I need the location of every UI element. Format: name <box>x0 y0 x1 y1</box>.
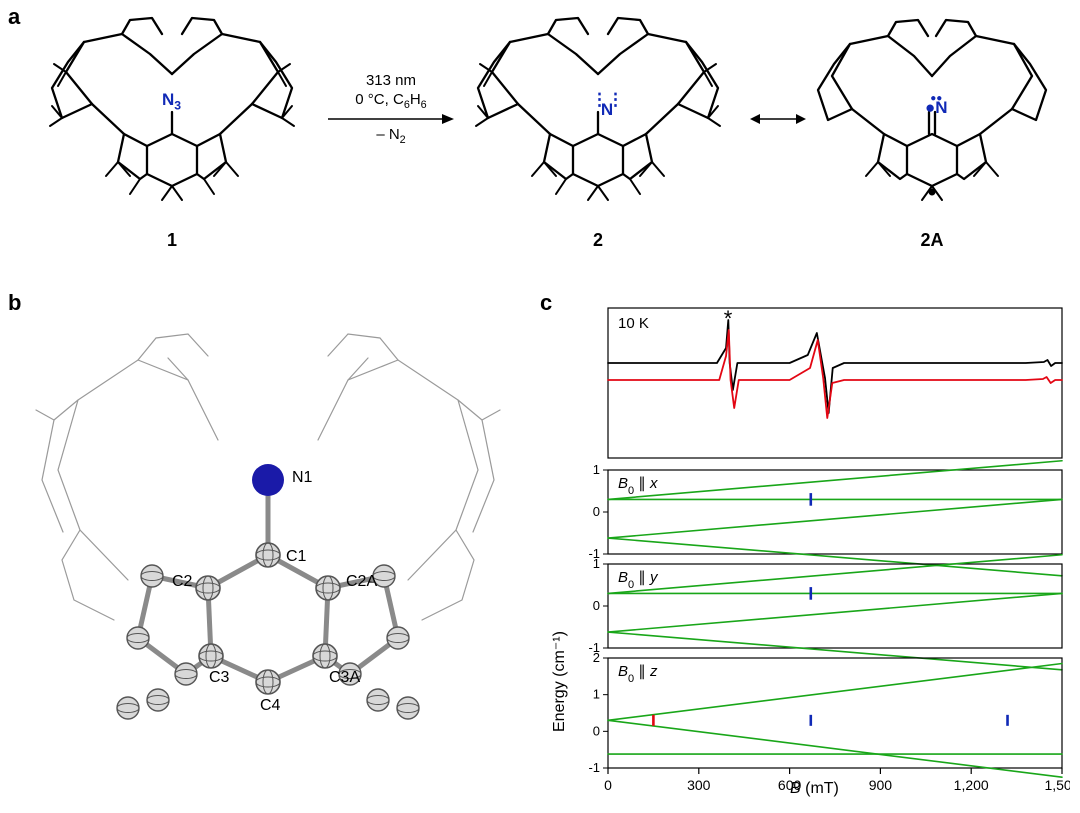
arrow-line2a: 0 °C, C <box>355 91 404 108</box>
svg-text:1,200: 1,200 <box>954 777 989 793</box>
svg-text:C1: C1 <box>286 548 307 565</box>
svg-text:*: * <box>724 306 733 331</box>
panel-label-b: b <box>8 290 21 316</box>
arrow-line2-sub2: 6 <box>421 99 427 111</box>
svg-text:2: 2 <box>593 650 600 665</box>
svg-text:0: 0 <box>593 598 600 613</box>
molecule-2a: 2A ●● ●N <box>792 14 1072 251</box>
epr-panel: Energy (cm⁻¹) 10 K*10-1B0 ∥ x10-1B0 ∥ y2… <box>560 302 1070 802</box>
molecule-2: 2 ⋮⋮ N <box>448 14 748 251</box>
svg-text:0: 0 <box>593 723 600 738</box>
molecule-1: 1 N3 <box>22 14 322 251</box>
svg-text:N1: N1 <box>292 469 313 486</box>
arrow-line1: 313 nm <box>366 72 416 89</box>
svg-text:1: 1 <box>593 687 600 702</box>
svg-text:C3A: C3A <box>329 669 360 686</box>
arrow-line2b: H <box>410 91 421 108</box>
label-compound-2a: 2A <box>792 230 1072 251</box>
svg-text:C4: C4 <box>260 697 281 714</box>
xrd-panel: N1 C1 C2 C2A C3 C3A C4 <box>18 320 518 760</box>
label-compound-1: 1 <box>22 230 322 251</box>
svg-text:1,500: 1,500 <box>1044 777 1070 793</box>
svg-text:300: 300 <box>687 777 711 793</box>
panel-label-a: a <box>8 4 20 30</box>
svg-text:C2A: C2A <box>346 573 377 590</box>
svg-text:1: 1 <box>593 462 600 477</box>
svg-text:0: 0 <box>604 777 612 793</box>
panel-label-c: c <box>540 290 552 316</box>
svg-text:C2: C2 <box>172 573 193 590</box>
svg-text:B0 ∥ y: B0 ∥ y <box>618 569 659 591</box>
svg-text:900: 900 <box>869 777 893 793</box>
arrow-svg <box>326 112 456 126</box>
n-label-2a: ●● ●N <box>925 86 948 126</box>
svg-text:-1: -1 <box>588 760 600 775</box>
epr-svg: 10 K*10-1B0 ∥ x10-1B0 ∥ y210-1B0 ∥ z0300… <box>560 302 1070 802</box>
arrow-line3-sub: 2 <box>400 134 406 146</box>
svg-text:10 K: 10 K <box>618 315 649 332</box>
y-axis-label: Energy (cm⁻¹) <box>550 562 569 732</box>
x-axis-label: B (mT) <box>790 780 839 798</box>
svg-text:1: 1 <box>593 556 600 571</box>
arrow-line3a: – N <box>376 126 399 143</box>
n-label-2: ⋮⋮ N <box>591 90 623 130</box>
reaction-arrow: 313 nm 0 °C, C6H6 – N2 <box>326 72 456 148</box>
svg-text:B0 ∥ z: B0 ∥ z <box>618 663 658 685</box>
n3-label: N3 <box>162 90 181 112</box>
svg-text:B0 ∥ x: B0 ∥ x <box>618 475 658 497</box>
molecule-1-svg <box>22 14 322 224</box>
xrd-svg: N1 C1 C2 C2A C3 C3A C4 <box>18 320 518 760</box>
label-compound-2: 2 <box>448 230 748 251</box>
svg-text:0: 0 <box>593 504 600 519</box>
svg-text:C3: C3 <box>209 669 230 686</box>
